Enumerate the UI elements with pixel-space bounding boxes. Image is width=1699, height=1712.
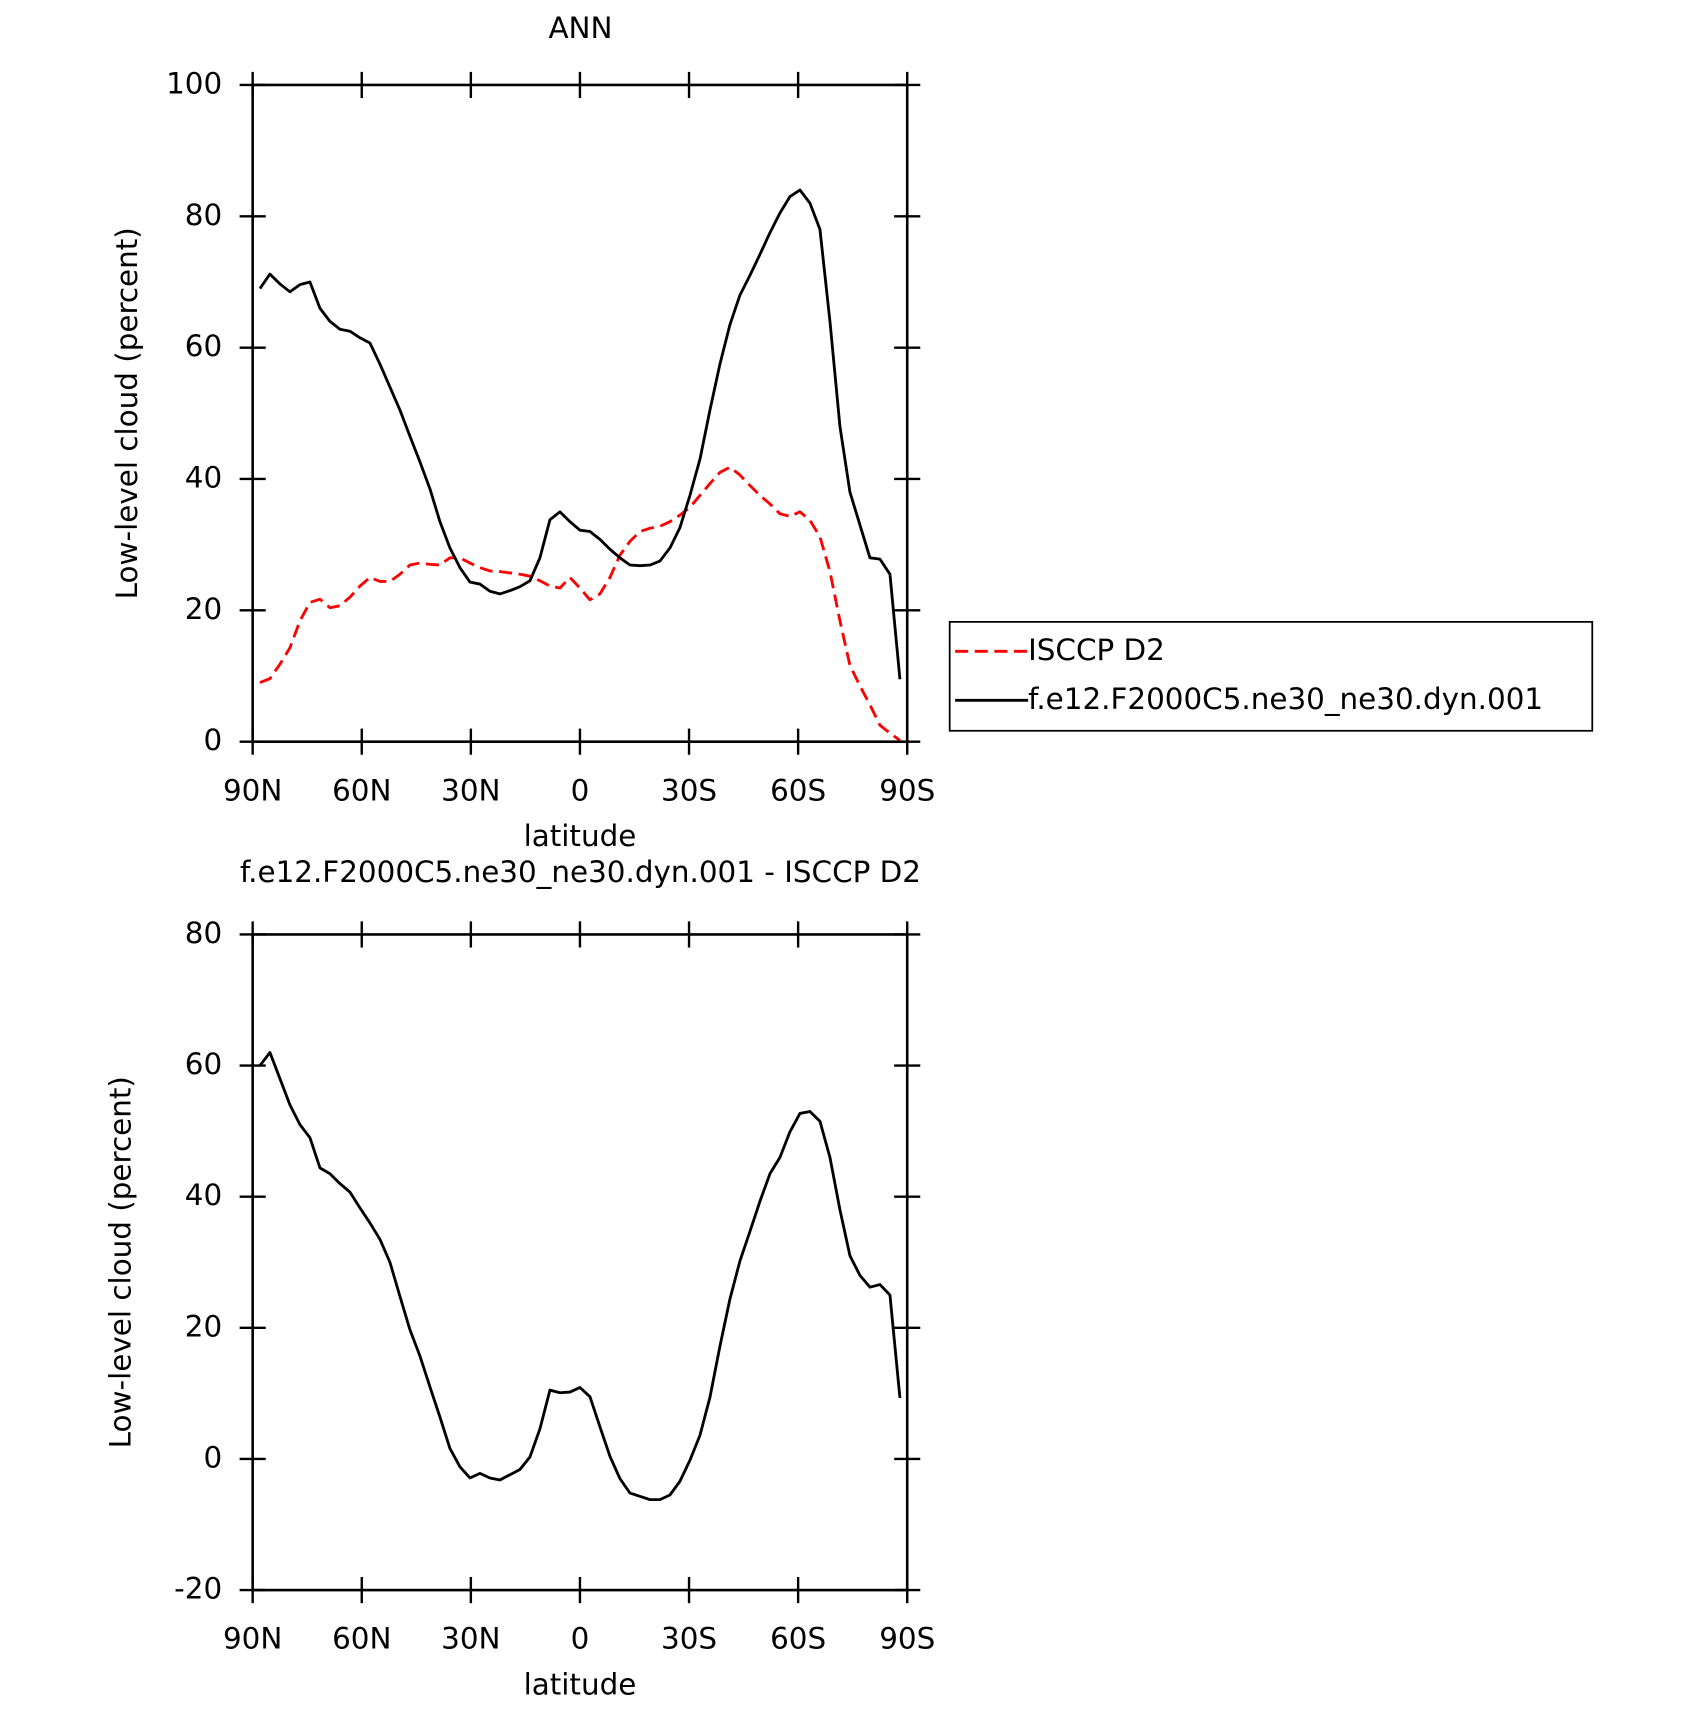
y-tick-label: 80 bbox=[185, 916, 222, 950]
x-axis-label: latitude bbox=[524, 819, 637, 853]
chart-title: f.e12.F2000C5.ne30_ne30.dyn.001 - ISCCP … bbox=[240, 855, 921, 889]
x-tick-label: 60N bbox=[332, 773, 391, 807]
y-tick-label: 40 bbox=[185, 1178, 222, 1212]
x-tick-label: 60N bbox=[332, 1622, 391, 1656]
x-tick-label: 90S bbox=[879, 773, 935, 807]
plot-frame bbox=[251, 933, 909, 1592]
figure-body: ANN latitude Low-level cloud (percent) 0 20 4… bbox=[103, 11, 1594, 1701]
y-axis-label: Low-level cloud (percent) bbox=[110, 227, 144, 599]
x-tick-label: 0 bbox=[571, 773, 590, 807]
x-tick-label: 90S bbox=[879, 1622, 935, 1656]
y-tick-label: 20 bbox=[185, 592, 222, 626]
legend-box bbox=[948, 621, 1594, 732]
y-axis-label: Low-level cloud (percent) bbox=[103, 1076, 137, 1448]
y-tick-label: 60 bbox=[185, 329, 222, 363]
y-tick-label: 0 bbox=[203, 1440, 222, 1474]
data-line bbox=[259, 465, 901, 742]
y-tick-label: 20 bbox=[185, 1309, 222, 1343]
y-tick-label: 0 bbox=[203, 723, 222, 757]
y-tick-label: 100 bbox=[166, 66, 222, 100]
x-tick-label: 90N bbox=[223, 773, 282, 807]
x-tick-label: 60S bbox=[770, 773, 826, 807]
x-tick-label: 0 bbox=[571, 1622, 590, 1656]
chart-title: ANN bbox=[548, 11, 612, 45]
x-tick-label: 30S bbox=[661, 773, 717, 807]
y-tick-label: 60 bbox=[185, 1047, 222, 1081]
data-line bbox=[258, 188, 902, 680]
y-tick-label: 80 bbox=[185, 198, 222, 232]
x-tick-label: 30N bbox=[441, 773, 500, 807]
plot-frame bbox=[251, 83, 909, 743]
data-line bbox=[258, 1051, 902, 1502]
x-tick-label: 30S bbox=[661, 1622, 717, 1656]
x-tick-label: 60S bbox=[770, 1622, 826, 1656]
x-tick-label: 30N bbox=[441, 1622, 500, 1656]
y-tick-label: 40 bbox=[185, 460, 222, 494]
legend-label: f.e12.F2000C5.ne30_ne30.dyn.001 bbox=[1028, 682, 1543, 716]
x-tick-label: 90N bbox=[223, 1622, 282, 1656]
y-tick-label: -20 bbox=[174, 1572, 222, 1606]
x-axis-label: latitude bbox=[524, 1667, 637, 1701]
legend-label: ISCCP D2 bbox=[1028, 633, 1165, 667]
